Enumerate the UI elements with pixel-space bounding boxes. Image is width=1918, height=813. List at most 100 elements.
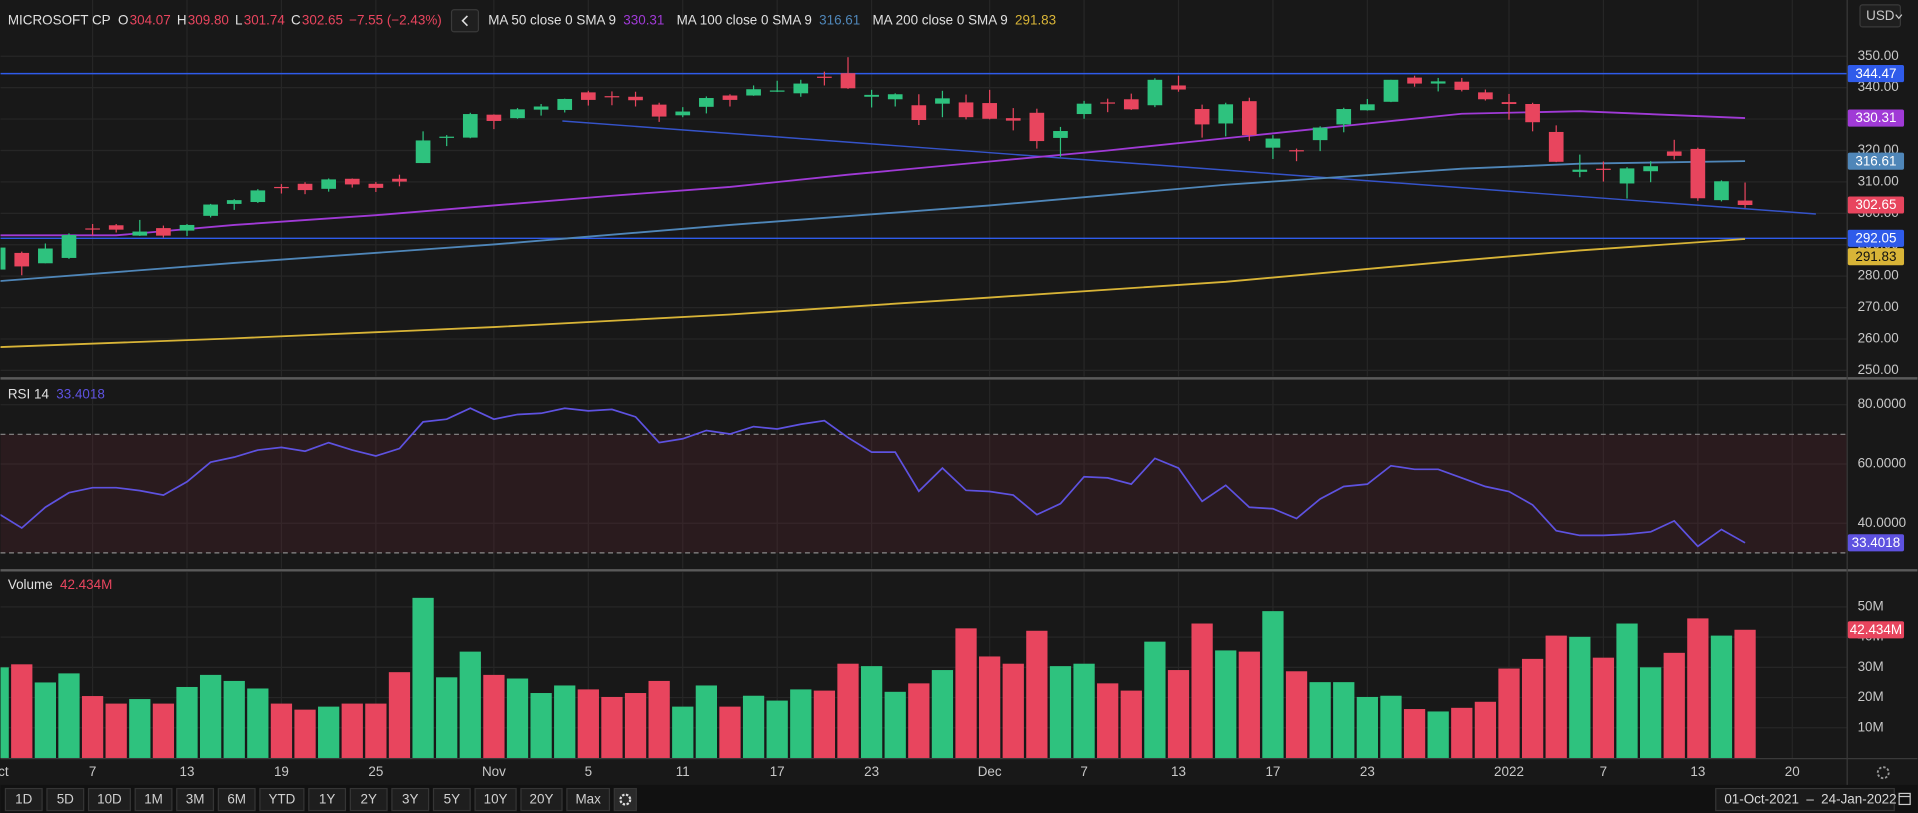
price-pane xyxy=(0,0,1847,377)
range-button-box[interactable] xyxy=(566,787,611,812)
range-button[interactable]: 6M xyxy=(217,787,256,812)
range-button-label[interactable]: 3M xyxy=(186,792,205,807)
range-button-box[interactable] xyxy=(474,787,517,812)
range-button-label[interactable]: 5Y xyxy=(444,792,460,807)
y-tick-label: 260.00 xyxy=(1858,331,1899,346)
range-button-box[interactable] xyxy=(4,787,43,812)
candle-body xyxy=(958,102,974,118)
candle-body xyxy=(935,98,950,104)
volume-bar xyxy=(1380,695,1402,758)
volume-bar xyxy=(1687,618,1709,758)
candle-body xyxy=(226,200,242,204)
axis-settings[interactable] xyxy=(1876,766,1890,780)
range-button-box[interactable] xyxy=(217,787,256,812)
volume-bar xyxy=(1734,629,1756,758)
calendar-icon[interactable] xyxy=(1898,792,1911,806)
volume-bar xyxy=(270,703,293,758)
x-tick-label: 2022 xyxy=(1494,764,1524,779)
volume-bar xyxy=(1167,670,1190,758)
volume-bar xyxy=(1640,667,1662,758)
volume-bar xyxy=(1002,663,1024,758)
candle-body xyxy=(203,204,218,216)
volume-bar xyxy=(813,690,836,758)
range-button-label[interactable]: 1D xyxy=(15,792,32,807)
volume-bar xyxy=(1262,611,1284,758)
range-button-label[interactable]: 5D xyxy=(57,792,74,807)
range-button-label[interactable]: 6M xyxy=(227,792,246,807)
volume-bar xyxy=(695,685,717,758)
range-button-box[interactable] xyxy=(349,787,388,812)
range-button-box[interactable] xyxy=(259,787,305,812)
candle-body xyxy=(14,252,30,267)
collapse-button[interactable] xyxy=(450,9,480,33)
range-button-box[interactable] xyxy=(432,787,471,812)
range-button-label[interactable]: 2Y xyxy=(360,792,376,807)
range-button-box[interactable] xyxy=(176,787,215,812)
overlay: Oct 7 13 19 25 Nov 5 11 17 23 Dec 7 13 17 23 2022 7 13 20 2… xyxy=(0,4,1911,812)
volume-bar xyxy=(129,699,151,758)
date-range-box[interactable] xyxy=(1715,787,1895,812)
rsi-title: RSI 14 xyxy=(8,386,50,401)
currency-label: USD xyxy=(1866,8,1895,23)
ma-legend-name: MA 100 close 0 SMA 9 xyxy=(677,12,812,27)
volume-bar xyxy=(1238,651,1260,758)
volume-bar xyxy=(341,703,363,758)
range-button-box[interactable] xyxy=(308,787,347,812)
range-button-label[interactable]: Max xyxy=(575,792,601,807)
range-button[interactable]: 2Y xyxy=(349,787,388,812)
volume-bar xyxy=(1616,623,1638,758)
candle-body xyxy=(179,224,195,231)
volume-bar xyxy=(294,709,316,758)
range-button-box[interactable] xyxy=(520,787,563,812)
range-button-box[interactable] xyxy=(87,787,131,812)
candle-body xyxy=(368,183,384,188)
volume-bar xyxy=(955,628,977,758)
range-button-box[interactable] xyxy=(46,787,85,812)
range-button-label[interactable]: 10D xyxy=(97,792,122,807)
axis-value-label: 344.47 xyxy=(1855,66,1896,81)
range-button[interactable]: 10D xyxy=(87,787,131,812)
volume-bar xyxy=(624,693,647,758)
ohlc-value: 301.74 xyxy=(244,12,286,27)
candle-body xyxy=(1407,77,1422,84)
x-tick-label: Dec xyxy=(978,764,1002,779)
ohlc-value: 304.07 xyxy=(130,12,171,27)
range-button[interactable]: 5D xyxy=(46,787,85,812)
range-button[interactable]: YTD xyxy=(259,787,305,812)
y-tick-label: 350.00 xyxy=(1858,48,1899,63)
range-button-box[interactable] xyxy=(134,787,173,812)
x-tick-label: 23 xyxy=(1360,764,1375,779)
x-tick-label: 17 xyxy=(1265,764,1280,779)
range-button[interactable]: 1Y xyxy=(308,787,347,812)
range-button-box[interactable] xyxy=(391,787,430,812)
range-button[interactable]: 3Y xyxy=(391,787,430,812)
range-button-label[interactable]: 10Y xyxy=(484,792,508,807)
range-button[interactable]: 5Y xyxy=(432,787,471,812)
volume-bar xyxy=(318,706,340,758)
candle-body xyxy=(1478,92,1493,100)
range-button[interactable]: 20Y xyxy=(520,787,563,812)
range-button-label[interactable]: 3Y xyxy=(402,792,418,807)
candle-body xyxy=(415,140,431,164)
range-button-label[interactable]: YTD xyxy=(268,792,295,807)
volume-bar xyxy=(1710,635,1733,758)
range-button[interactable]: 1D xyxy=(4,787,43,812)
y-tick-label: 20M xyxy=(1858,689,1884,704)
range-button-label[interactable]: 20Y xyxy=(530,792,554,807)
x-tick-label: 13 xyxy=(180,764,195,779)
range-button[interactable]: 1M xyxy=(134,787,173,812)
range-button-label[interactable]: 1Y xyxy=(319,792,335,807)
candle-body xyxy=(864,94,879,97)
candle-body xyxy=(1241,101,1257,136)
range-button[interactable]: 3M xyxy=(176,787,215,812)
settings-button[interactable] xyxy=(613,787,637,812)
volume-bar xyxy=(58,673,80,758)
range-button[interactable]: 10Y xyxy=(474,787,517,812)
range-button[interactable]: Max xyxy=(566,787,611,812)
y-tick-label: 270.00 xyxy=(1858,299,1899,314)
ohlc-value: 302.65 xyxy=(302,12,343,27)
range-button-label[interactable]: 1M xyxy=(144,792,163,807)
volume-bar xyxy=(648,680,670,758)
candle-body xyxy=(1053,131,1068,138)
moving-average xyxy=(0,238,1746,349)
